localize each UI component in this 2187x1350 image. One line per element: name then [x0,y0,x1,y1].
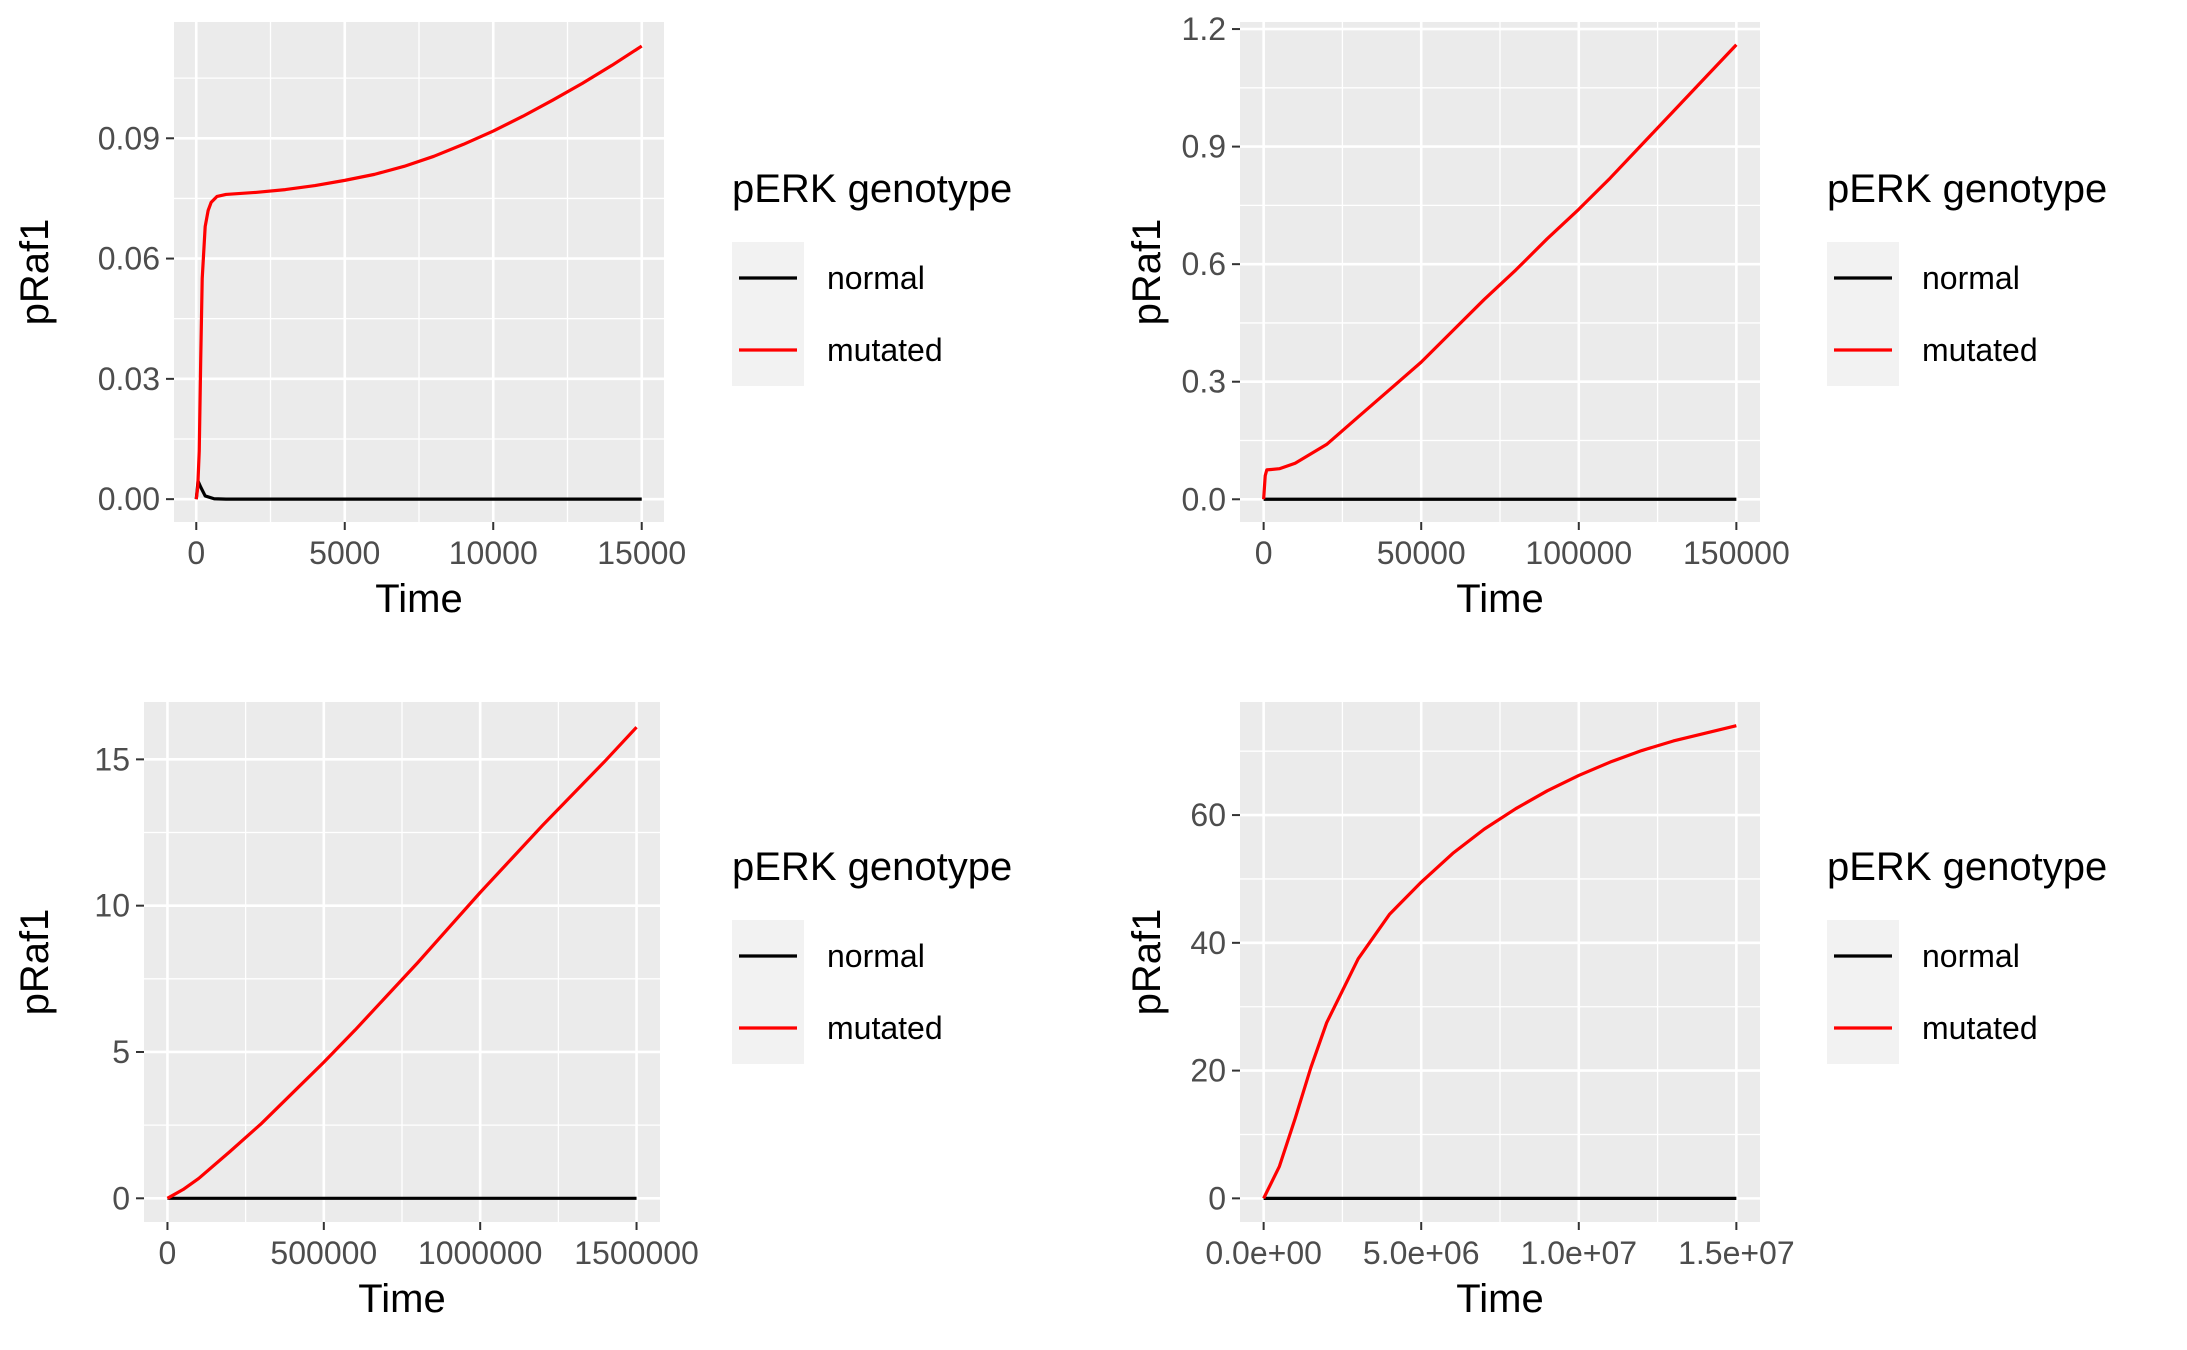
legend-label-mutated: mutated [827,1010,943,1046]
series-line-mutated [166,726,638,1200]
y-tick-label: 40 [1190,925,1226,961]
legend-title: pERK genotype [732,167,1012,211]
x-tick-label: 5000 [309,535,380,571]
legend-label-mutated: mutated [1922,332,2038,368]
y-tick-label: 20 [1190,1053,1226,1089]
legend-label-normal: normal [827,938,925,974]
y-tick-label: 15 [94,741,130,777]
chart-panel-4: 0.0e+00 5.0e+06 1.0e+07 1.5e+07 0 20 40 60 Time p… [1125,702,2107,1321]
y-axis-title: pRaf1 [13,219,57,326]
x-tick-label: 1.0e+07 [1521,1235,1638,1271]
y-tick-label: 0.9 [1182,129,1226,165]
x-tick-label: 500000 [270,1235,377,1271]
legend-title: pERK genotype [1827,167,2107,211]
legend: pERK genotype normal mutated [732,167,1012,386]
legend-label-mutated: mutated [827,332,943,368]
x-tick-label: 0 [159,1235,177,1271]
x-axis-title: Time [1456,577,1543,621]
y-tick-label: 1.2 [1182,11,1226,47]
x-tick-label: 150000 [1683,535,1790,571]
x-axis-title: Time [358,1277,445,1321]
legend-label-normal: normal [827,260,925,296]
x-axis-title: Time [375,577,462,621]
x-tick-label: 100000 [1525,535,1632,571]
y-tick-label: 10 [94,888,130,924]
y-tick-label: 0.0 [1182,481,1226,517]
x-tick-label: 1500000 [574,1235,699,1271]
chart-panel-3: 0 500000 1000000 1500000 0 5 10 15 Time pRaf1 pERK… [13,702,1012,1321]
legend-title: pERK genotype [732,845,1012,889]
y-tick-label: 0 [1208,1180,1226,1216]
y-tick-label: 0.09 [98,120,160,156]
x-tick-label: 10000 [449,535,538,571]
series-line-mutated [1262,724,1737,1200]
y-tick-label: 0.06 [98,241,160,277]
legend: pERK genotype normal mutated [732,845,1012,1064]
x-tick-label: 0.0e+00 [1205,1235,1322,1271]
chart-panel-1: 0 5000 10000 15000 0.00 0.03 0.06 0.09 Time pRaf1… [13,22,1012,621]
x-tick-label: 15000 [597,535,686,571]
x-tick-label: 50000 [1377,535,1466,571]
x-tick-label: 5.0e+06 [1363,1235,1480,1271]
y-tick-label: 0.6 [1182,246,1226,282]
x-tick-label: 1.5e+07 [1678,1235,1795,1271]
x-tick-label: 0 [187,535,205,571]
y-tick-label: 60 [1190,797,1226,833]
y-tick-label: 0 [112,1180,130,1216]
legend-label-normal: normal [1922,938,2020,974]
legend: pERK genotype normal mutated [1827,167,2107,386]
x-tick-label: 0 [1255,535,1273,571]
chart-panel-2: 0 50000 100000 150000 0.0 0.3 0.6 0.9 1.2 Time pRa… [1125,11,2107,621]
legend-label-normal: normal [1922,260,2020,296]
x-axis-title: Time [1456,1277,1543,1321]
y-tick-label: 0.00 [98,481,160,517]
y-tick-label: 0.3 [1182,364,1226,400]
x-tick-label: 1000000 [418,1235,543,1271]
y-axis-title: pRaf1 [13,909,57,1016]
legend-label-mutated: mutated [1922,1010,2038,1046]
series-line-mutated [194,44,643,500]
series-line-mutated [1262,43,1738,500]
y-tick-label: 5 [112,1034,130,1070]
legend-title: pERK genotype [1827,845,2107,889]
y-tick-label: 0.03 [98,361,160,397]
y-axis-title: pRaf1 [1125,219,1169,326]
y-axis-title: pRaf1 [1125,909,1169,1016]
legend: pERK genotype normal mutated [1827,845,2107,1064]
